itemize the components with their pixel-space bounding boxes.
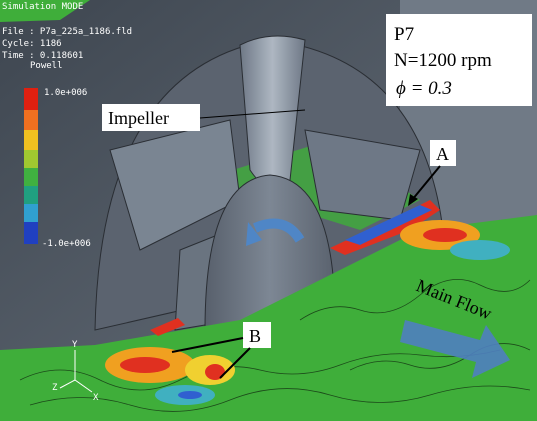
patch-low-mid <box>450 240 510 260</box>
variable-label: Powell <box>30 61 63 71</box>
colorbar-swatch <box>24 204 38 222</box>
speed-label: N=1200 rpm <box>394 50 492 71</box>
colorbar-swatch <box>24 88 38 110</box>
cfd-visualization: Simulation MODE File : P7a_225a_1186.fld… <box>0 0 537 421</box>
colorbar-swatch <box>24 186 38 204</box>
axis-x-label: X <box>93 393 99 403</box>
colorbar-max: 1.0e+006 <box>44 88 87 98</box>
colorbar-swatch <box>24 168 38 186</box>
patch-low <box>178 391 202 399</box>
colorbar-swatch <box>24 130 38 150</box>
axis-z-label: Z <box>52 383 58 393</box>
cycle-label: Cycle: 1186 <box>2 39 62 49</box>
patch-high <box>120 357 170 373</box>
a-label: A <box>436 144 449 164</box>
flow-coefficient-label: ϕ = 0.3 <box>396 78 452 99</box>
time-label: Time : 0.118601 <box>2 51 83 61</box>
colorbar <box>24 88 38 244</box>
axis-y-label: Y <box>72 340 78 350</box>
colorbar-swatch <box>24 150 38 168</box>
patch-high <box>205 364 225 380</box>
patch-high <box>423 228 467 242</box>
colorbar-min: -1.0e+006 <box>42 239 91 249</box>
mode-label: Simulation MODE <box>2 2 83 12</box>
b-label: B <box>249 326 261 346</box>
file-label: File : P7a_225a_1186.fld <box>2 27 132 37</box>
colorbar-swatch <box>24 110 38 130</box>
case-label: P7 <box>394 24 414 45</box>
colorbar-swatch <box>24 222 38 244</box>
impeller-label: Impeller <box>108 108 169 128</box>
